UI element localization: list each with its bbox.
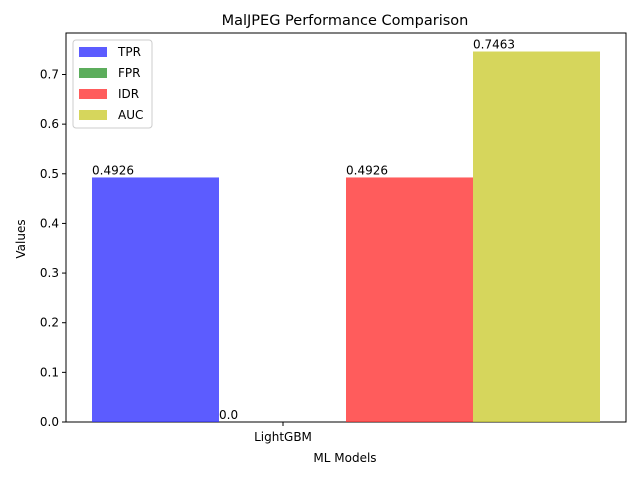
bar-labels: 0.4926 0.0 0.4926 0.7463 — [92, 38, 515, 422]
y-tick-label: 0.7 — [40, 68, 59, 82]
bar-auc — [473, 51, 600, 422]
legend-label-auc: AUC — [118, 108, 143, 122]
y-tick-label: 0.4 — [40, 216, 59, 230]
bar-label-fpr: 0.0 — [219, 408, 238, 422]
legend-label-fpr: FPR — [118, 66, 140, 80]
bar-label-idr: 0.4926 — [346, 163, 388, 177]
bars — [92, 51, 600, 422]
legend-label-idr: IDR — [118, 87, 139, 101]
legend-swatch-fpr — [79, 68, 107, 78]
chart-title: MalJPEG Performance Comparison — [222, 13, 469, 29]
bar-tpr — [92, 177, 219, 422]
bar-label-tpr: 0.4926 — [92, 163, 134, 177]
y-tick-label: 0.2 — [40, 316, 59, 330]
y-tick-label: 0.6 — [40, 117, 59, 131]
legend-frame — [72, 39, 153, 129]
y-axis-label: Values — [14, 219, 28, 258]
legend-swatch-idr — [79, 89, 107, 99]
bar-idr — [346, 177, 473, 422]
y-tick-label: 0.0 — [40, 415, 59, 429]
y-tick-label: 0.3 — [40, 266, 59, 280]
legend-swatch-auc — [79, 110, 107, 120]
legend: TPR FPR IDR AUC — [72, 39, 153, 129]
y-tick-label: 0.1 — [40, 365, 59, 379]
legend-swatch-tpr — [79, 47, 107, 57]
legend-label-tpr: TPR — [117, 45, 141, 59]
x-tick-label: LightGBM — [254, 430, 312, 444]
bar-label-auc: 0.7463 — [473, 38, 515, 52]
x-axis-label: ML Models — [313, 451, 376, 465]
y-tick-label: 0.5 — [40, 167, 59, 181]
